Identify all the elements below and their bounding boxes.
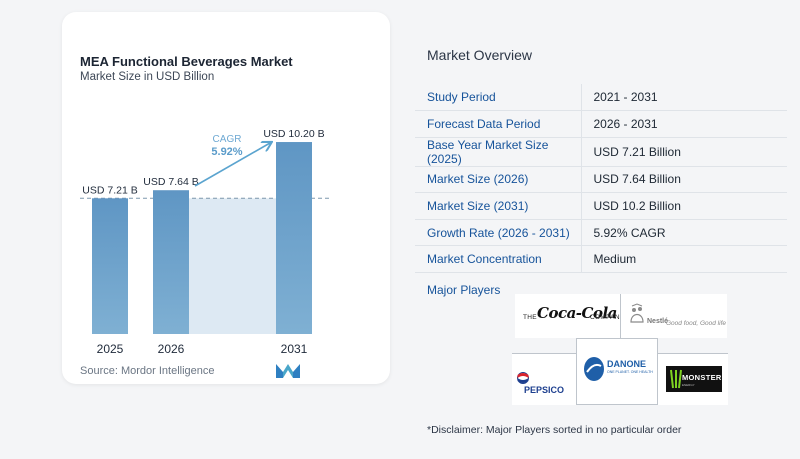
- overview-row: Forecast Data Period 2026 - 2031: [415, 110, 787, 138]
- danone-globe-icon: [584, 357, 604, 381]
- danone-logo: DANONE ONE PLANET. ONE HEALTH: [576, 338, 658, 405]
- overview-row-value: USD 7.64 Billion: [580, 166, 787, 194]
- overview-row-value: 5.92% CAGR: [580, 219, 787, 247]
- monster-claw-icon: [670, 369, 682, 389]
- bar-2025: [92, 198, 128, 334]
- overview-row: Growth Rate (2026 - 2031) 5.92% CAGR: [415, 219, 787, 247]
- bar-chart: USD 7.21 B 2025 USD 7.64 B 2026 USD 10.20 B 2…: [80, 128, 330, 356]
- overview-row-value: 2026 - 2031: [580, 110, 787, 138]
- nestle-logo: Nestlé Good food, Good life: [620, 294, 727, 338]
- data-label-2031: USD 10.20 B: [263, 128, 324, 140]
- overview-row-value: USD 7.21 Billion: [580, 137, 787, 167]
- growth-region: [189, 198, 276, 334]
- cagr-label: CAGR: [213, 134, 242, 145]
- overview-row-value: USD 10.2 Billion: [580, 192, 787, 220]
- overview-row-key: Growth Rate (2026 - 2031): [415, 219, 581, 247]
- overview-row-key: Market Concentration: [415, 245, 581, 274]
- chart-title: MEA Functional Beverages Market: [80, 54, 293, 69]
- cagr-value: 5.92%: [211, 146, 242, 158]
- pepsi-globe-icon: [517, 372, 529, 384]
- market-overview-table: Study Period 2021 - 2031 Forecast Data Per…: [415, 84, 787, 274]
- x-tick-2026: 2026: [158, 342, 185, 356]
- overview-row-key: Forecast Data Period: [415, 110, 581, 138]
- disclaimer-note: *Disclaimer: Major Players sorted in no …: [427, 424, 682, 436]
- bar-2031: [276, 142, 312, 334]
- overview-row-key: Study Period: [415, 84, 581, 112]
- overview-row: Market Size (2026) USD 7.64 Billion: [415, 166, 787, 194]
- source-note: Source: Mordor Intelligence: [80, 365, 215, 377]
- pepsico-logo: PEPSICO: [512, 353, 576, 405]
- chart-card: MEA Functional Beverages Market Market S…: [62, 12, 390, 384]
- cagr-arrow: [194, 143, 270, 187]
- market-overview-title: Market Overview: [427, 47, 533, 63]
- x-tick-2025: 2025: [97, 342, 124, 356]
- overview-row-key: Market Size (2031): [415, 192, 581, 220]
- coca-cola-logo: THE Coca-Cola COMPANY: [515, 294, 624, 338]
- overview-row: Market Concentration Medium: [415, 245, 787, 274]
- overview-row: Base Year Market Size (2025) USD 7.21 Bil…: [415, 137, 787, 167]
- overview-row-value: Medium: [580, 245, 787, 274]
- data-label-2026: USD 7.64 B: [143, 176, 198, 188]
- mordor-intelligence-logo-icon: [276, 364, 300, 378]
- major-players-title: Major Players: [427, 283, 501, 297]
- nestle-nest-icon: [630, 303, 644, 323]
- overview-row-value: 2021 - 2031: [580, 84, 787, 112]
- overview-row-key: Base Year Market Size (2025): [415, 137, 581, 167]
- overview-row: Study Period 2021 - 2031: [415, 84, 787, 112]
- monster-logo: MONSTER ENERGY: [658, 353, 728, 405]
- overview-row-key: Market Size (2026): [415, 166, 581, 194]
- chart-subtitle: Market Size in USD Billion: [80, 71, 215, 83]
- market-overview-panel: Market Overview Study Period 2021 - 2031 F…: [415, 0, 800, 459]
- overview-row: Market Size (2031) USD 10.2 Billion: [415, 192, 787, 220]
- bar-2026: [153, 190, 189, 334]
- data-label-2025: USD 7.21 B: [82, 184, 137, 196]
- x-tick-2031: 2031: [281, 342, 308, 356]
